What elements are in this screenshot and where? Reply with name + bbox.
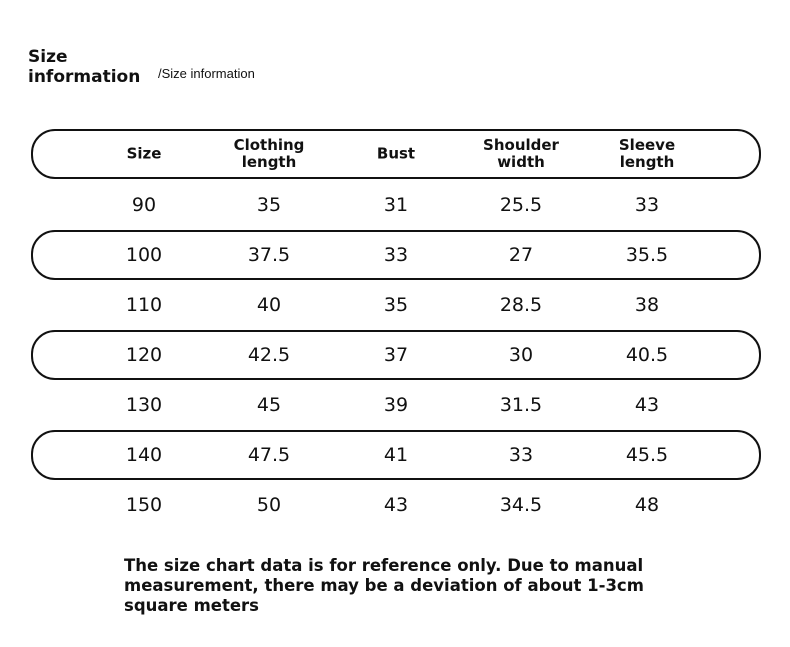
table-cell: 110: [125, 294, 163, 316]
subtitle: /Size information: [158, 66, 255, 81]
table-cell: 140: [125, 444, 163, 466]
table-cell: 31.5: [499, 394, 543, 416]
table-cell: 39: [383, 394, 409, 416]
column-header: Shoulder width: [483, 136, 559, 171]
table-cell: 37.5: [247, 244, 291, 266]
column-header: Bust: [376, 144, 416, 163]
table-cell: 40.5: [625, 344, 669, 366]
table-cell: 41: [383, 444, 409, 466]
table-cell: 40: [256, 294, 282, 316]
table-cell: 43: [634, 394, 660, 416]
table-cell: 100: [125, 244, 163, 266]
note: The size chart data is for reference onl…: [124, 556, 644, 615]
table-cell: 37: [383, 344, 409, 366]
table-cell: 45.5: [625, 444, 669, 466]
table-cell: 25.5: [499, 194, 543, 216]
table-cell: 33: [634, 194, 660, 216]
table-cell: 27: [508, 244, 534, 266]
table-cell: 35: [256, 194, 282, 216]
table-cell: 33: [508, 444, 534, 466]
table-cell: 34.5: [499, 494, 543, 516]
title: Size information: [28, 47, 141, 87]
table-cell: 38: [634, 294, 660, 316]
row-pill: [31, 430, 761, 480]
table-cell: 43: [383, 494, 409, 516]
row-pill: [31, 330, 761, 380]
row-pill: [31, 230, 761, 280]
table-cell: 50: [256, 494, 282, 516]
table-cell: 28.5: [499, 294, 543, 316]
column-header: Sleeve length: [618, 136, 676, 171]
table-cell: 150: [125, 494, 163, 516]
table-cell: 42.5: [247, 344, 291, 366]
header-pill: [31, 129, 761, 179]
table-cell: 48: [634, 494, 660, 516]
table-cell: 33: [383, 244, 409, 266]
column-header: Size: [126, 144, 162, 163]
table-cell: 47.5: [247, 444, 291, 466]
table-cell: 45: [256, 394, 282, 416]
table-cell: 35: [383, 294, 409, 316]
table-cell: 130: [125, 394, 163, 416]
table-cell: 35.5: [625, 244, 669, 266]
table-cell: 31: [383, 194, 409, 216]
column-header: Clothing length: [233, 136, 305, 171]
table-cell: 90: [131, 194, 157, 216]
table-cell: 30: [508, 344, 534, 366]
table-cell: 120: [125, 344, 163, 366]
